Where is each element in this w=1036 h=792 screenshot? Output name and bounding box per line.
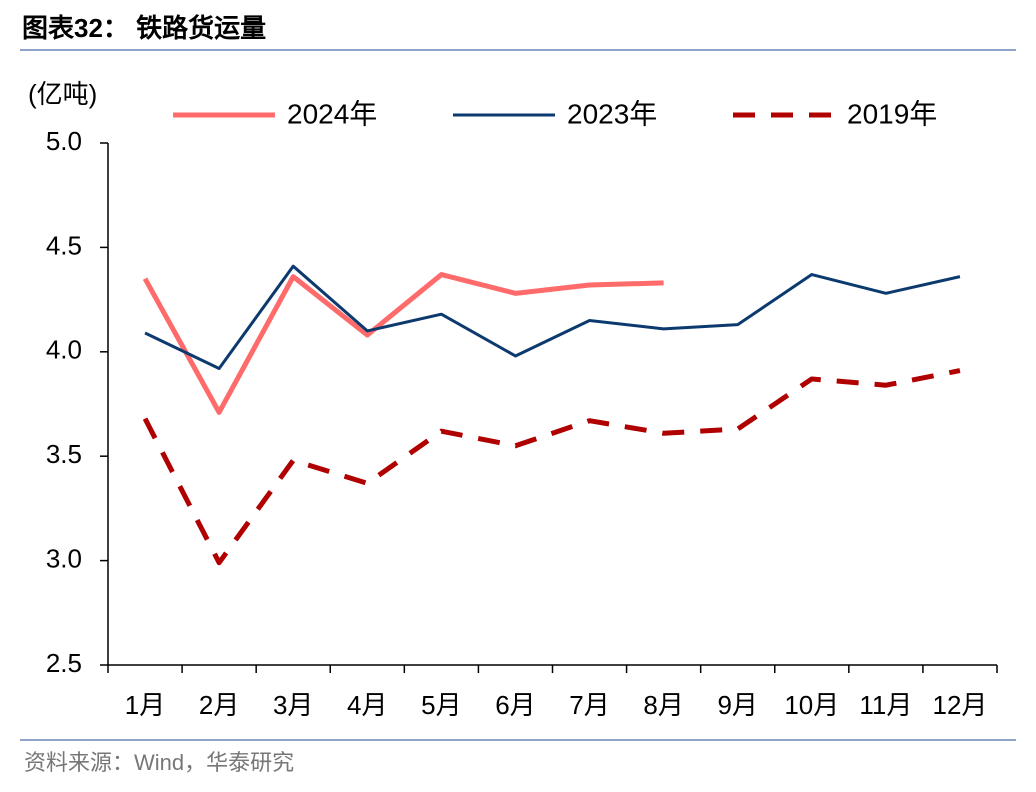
series-line (144, 264, 961, 371)
x-tick-label: 3月 (273, 690, 313, 720)
x-tick-label: 1月 (125, 690, 165, 720)
x-tick-label: 6月 (495, 690, 535, 720)
y-axis-label: (亿吨) (28, 79, 97, 109)
y-tick-label: 4.0 (46, 335, 82, 365)
x-tick-label: 7月 (569, 690, 609, 720)
legend-label: 2023年 (567, 98, 657, 129)
source: 资料来源：Wind，华泰研究 (24, 750, 294, 775)
y-tick-label: 5.0 (46, 126, 82, 156)
y-tick-label: 3.5 (46, 439, 82, 469)
y-tick-label: 3.0 (46, 543, 82, 573)
x-tick-label: 10月 (784, 690, 839, 720)
x-tick-label: 9月 (717, 690, 757, 720)
series-line (142, 368, 961, 566)
legend-label: 2019年 (847, 98, 937, 129)
series-line (142, 272, 664, 415)
x-tick-label: 2月 (199, 690, 239, 720)
y-tick-label: 2.5 (46, 648, 82, 678)
x-tick-label: 12月 (932, 690, 987, 720)
x-tick-label: 4月 (347, 690, 387, 720)
x-tick-label: 11月 (859, 690, 912, 720)
x-tick-label: 8月 (643, 690, 683, 720)
y-tick-label: 4.5 (46, 230, 82, 260)
legend-label: 2024年 (287, 98, 377, 129)
x-tick-label: 5月 (421, 690, 461, 720)
chart-title: 图表32： 铁路货运量 (22, 13, 266, 43)
